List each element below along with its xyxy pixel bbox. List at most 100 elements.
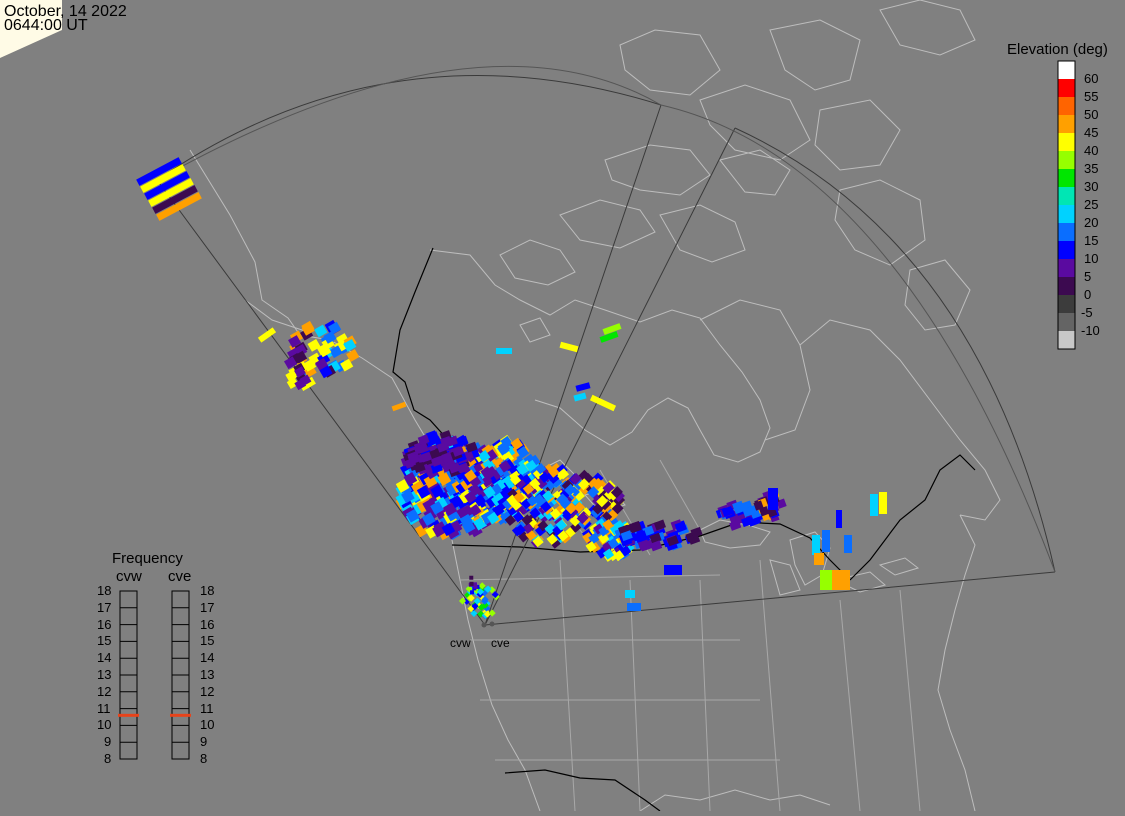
- elevation-tick: 40: [1084, 143, 1099, 158]
- echo-cell: [575, 382, 591, 392]
- echo-cell: [688, 533, 701, 545]
- echo-cell: [742, 506, 755, 518]
- echo-cell: [431, 455, 444, 467]
- echo-cell: [529, 507, 541, 519]
- frequency-tick-left: 18: [97, 583, 112, 598]
- echo-cell: [533, 493, 545, 505]
- echo-cell: [544, 523, 556, 535]
- time-label: 0644:00 UT: [4, 17, 88, 34]
- freq-radar-label-cvw: cvw: [116, 568, 142, 585]
- echo-cell: [468, 503, 482, 517]
- frequency-tick-left: 13: [97, 667, 112, 682]
- echo-cell: [602, 548, 615, 560]
- elevation-bin-1: [1058, 79, 1075, 97]
- elevation-tick: 5: [1084, 269, 1092, 284]
- echo-cell: [469, 575, 474, 580]
- echo-cell: [405, 509, 420, 523]
- echo-cell: [812, 535, 820, 555]
- echo-cell: [522, 483, 535, 495]
- echo-cell: [314, 324, 328, 338]
- echo-cell: [469, 581, 474, 586]
- echo-cell: [433, 521, 448, 535]
- echo-cell: [286, 377, 299, 389]
- echo-cell: [548, 466, 560, 478]
- echo-cell: [148, 178, 194, 207]
- echo-cell: [516, 463, 529, 476]
- echo-cell: [637, 539, 650, 551]
- elevation-tick: 15: [1084, 233, 1099, 248]
- elevation-tick: 25: [1084, 197, 1099, 212]
- state-province-lines: [459, 459, 921, 812]
- echo-cell: [529, 477, 541, 490]
- elevation-tick: 20: [1084, 215, 1099, 230]
- echo-cell: [510, 437, 524, 451]
- echo-cell: [156, 192, 202, 221]
- echo-cell: [329, 345, 343, 359]
- echo-cell: [599, 331, 619, 343]
- echo-cell: [436, 441, 449, 453]
- echo-cell: [483, 485, 496, 499]
- echo-cell: [421, 512, 436, 527]
- echo-cell: [459, 514, 474, 528]
- echo-cell: [448, 462, 461, 474]
- echo-cell: [346, 349, 360, 362]
- echo-cell: [596, 547, 608, 559]
- radar-sites: [481, 621, 495, 628]
- cvw-site-marker[interactable]: [481, 622, 487, 628]
- radar-label-cve: cve: [491, 636, 510, 650]
- echo-cell: [401, 489, 415, 504]
- elevation-tick: 45: [1084, 125, 1099, 140]
- elevation-tick: 50: [1084, 107, 1099, 122]
- elevation-bin-13: [1058, 295, 1075, 313]
- echo-cell: [822, 530, 830, 552]
- frequency-tick-left: 11: [97, 700, 111, 716]
- echo-cell: [620, 545, 632, 557]
- echo-cell: [323, 330, 337, 344]
- elevation-echoes: [136, 157, 887, 620]
- echo-cell: [540, 501, 552, 513]
- echo-cell: [532, 535, 544, 548]
- echo-cell: [820, 570, 826, 590]
- echo-cell: [467, 594, 475, 602]
- frequency-tick-left: 10: [97, 717, 112, 733]
- echo-cell: [301, 320, 315, 334]
- echo-cell: [140, 164, 186, 193]
- echo-cell: [328, 321, 342, 335]
- echo-cell: [560, 498, 573, 511]
- echo-cell: [343, 339, 357, 352]
- elevation-bin-3: [1058, 115, 1075, 133]
- echo-cell: [426, 431, 440, 443]
- echo-cell: [602, 323, 622, 335]
- frequency-tick-right: 16: [200, 616, 215, 632]
- frequency-tick-left: 15: [97, 633, 112, 649]
- echo-cell: [430, 484, 445, 499]
- echo-cell: [430, 501, 444, 515]
- echo-cell: [152, 185, 198, 214]
- elevation-bin-15: [1058, 331, 1075, 349]
- echo-cell: [488, 609, 496, 617]
- frequency-marker-cvw: [118, 713, 139, 717]
- echo-cell: [470, 590, 475, 595]
- echo-cell: [759, 506, 770, 517]
- freq-radar-label-cve: cve: [168, 568, 192, 585]
- frequency-panel-title: Frequency: [112, 550, 183, 567]
- frequency-tick-right: 8: [200, 751, 208, 766]
- frequency-tick-right: 12: [200, 683, 215, 699]
- cvw-fov-boundary: [156, 75, 662, 626]
- echo-cell: [504, 514, 516, 526]
- frequency-tick-left: 9: [104, 734, 112, 750]
- echo-cell: [556, 493, 569, 506]
- radar-label-cvw: cvw: [450, 636, 471, 650]
- elevation-bin-9: [1058, 223, 1075, 241]
- echo-cell: [468, 483, 482, 497]
- echo-cell: [733, 503, 746, 515]
- echo-cell: [521, 514, 533, 526]
- cve-site-marker[interactable]: [489, 621, 495, 627]
- echo-cell: [814, 553, 824, 565]
- echo-cell: [471, 602, 479, 610]
- echo-cell: [294, 350, 308, 364]
- echo-cell: [559, 341, 579, 353]
- elevation-bin-7: [1058, 187, 1075, 205]
- echo-cell: [577, 478, 590, 491]
